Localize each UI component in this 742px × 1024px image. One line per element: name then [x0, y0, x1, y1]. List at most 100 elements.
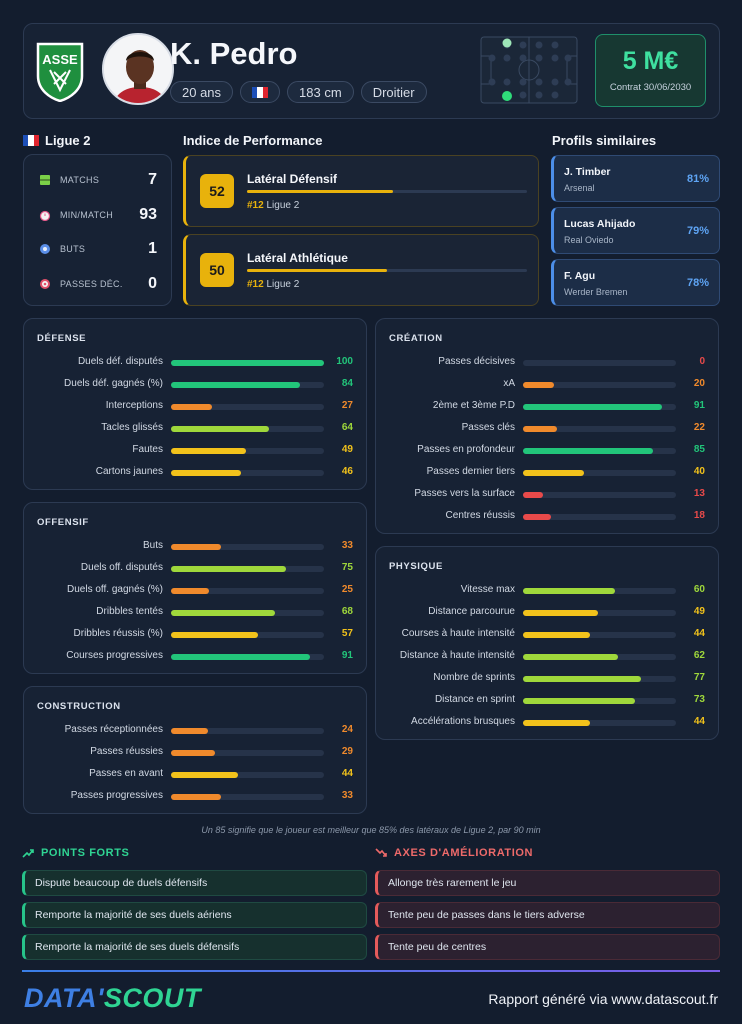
- metric-value: 25: [341, 584, 353, 595]
- metric-label: Dribbles réussis (%): [73, 628, 163, 639]
- metric-bar: [523, 632, 676, 638]
- stat-row-assists: PASSES DÉC. 0: [38, 267, 157, 302]
- metric-bar-fill: [171, 470, 242, 476]
- metric-label: Interceptions: [105, 400, 163, 411]
- metric-bar-fill: [523, 448, 654, 454]
- stat-row-minutes: MIN/MATCH 93: [38, 198, 157, 233]
- metric-value: 91: [341, 650, 353, 661]
- metric-bar: [171, 728, 324, 734]
- performance-rank: #12 Ligue 2: [247, 279, 300, 290]
- metric-bar: [523, 382, 676, 388]
- metric-label: Nombre de sprints: [433, 672, 515, 683]
- metric-row: Dribbles tentés 68: [24, 601, 366, 623]
- similar-profile-card[interactable]: Lucas Ahijado Real Oviedo 79%: [551, 207, 720, 254]
- metric-bar: [171, 794, 324, 800]
- metric-row: Courses progressives 91: [24, 645, 366, 667]
- performance-role: Latéral Défensif: [247, 172, 338, 186]
- metric-bar-fill: [171, 750, 216, 756]
- metric-value: 91: [693, 400, 705, 411]
- france-flag-icon: [252, 86, 269, 98]
- metric-value: 44: [341, 768, 353, 779]
- trend-down-icon: [375, 848, 387, 857]
- metric-bar: [171, 448, 324, 454]
- metric-bar-fill: [523, 610, 598, 616]
- metric-value: 33: [341, 540, 353, 551]
- similar-profile-card[interactable]: J. Timber Arsenal 81%: [551, 155, 720, 202]
- metric-bar: [171, 772, 324, 778]
- metric-label: Passes réussies: [90, 746, 163, 757]
- performance-bar: [247, 269, 527, 272]
- foot-chip: Droitier: [360, 81, 427, 103]
- metric-value: 18: [693, 510, 705, 521]
- strength-item: Dispute beaucoup de duels défensifs: [22, 870, 367, 896]
- age-chip: 20 ans: [170, 81, 234, 103]
- metric-value: 24: [341, 724, 353, 735]
- strength-item: Remporte la majorité de ses duels aérien…: [22, 902, 367, 928]
- metric-bar: [171, 632, 324, 638]
- league-stats-card: MATCHS 7 MIN/MATCH 93 BUTS 1 PASSES DÉC.…: [23, 154, 172, 306]
- metric-bar-fill: [171, 360, 324, 366]
- group-title: PHYSIQUE: [389, 561, 443, 572]
- metric-value: 0: [699, 356, 705, 367]
- stat-row-matches: MATCHS 7: [38, 163, 157, 198]
- metric-row: Dribbles réussis (%) 57: [24, 623, 366, 645]
- metric-label: Buts: [142, 540, 163, 551]
- metric-bar: [523, 470, 676, 476]
- metric-value: 100: [336, 356, 353, 367]
- performance-rank: #12 Ligue 2: [247, 200, 300, 211]
- metric-label: Centres réussis: [445, 510, 515, 521]
- group-creation: CRÉATION Passes décisives 0 xA 20 2ème et 3è…: [375, 318, 719, 534]
- france-flag-icon: [23, 135, 39, 146]
- metric-label: Duels off. disputés: [80, 562, 163, 573]
- metric-row: Passes clés 22: [376, 417, 718, 439]
- report-link[interactable]: Rapport généré via www.datascout.fr: [488, 991, 718, 1007]
- metric-value: 29: [341, 746, 353, 757]
- metric-value: 27: [341, 400, 353, 411]
- metric-label: Duels déf. gagnés (%): [64, 378, 163, 389]
- metric-value: 33: [341, 790, 353, 801]
- metric-bar-fill: [171, 426, 269, 432]
- metric-bar-fill: [523, 404, 663, 410]
- metric-row: Centres réussis 18: [376, 505, 718, 527]
- metric-bar: [523, 676, 676, 682]
- metric-row: Buts 33: [24, 535, 366, 557]
- metric-row: Passes dernier tiers 40: [376, 461, 718, 483]
- trend-up-icon: [22, 849, 34, 858]
- metric-row: Duels déf. disputés 100: [24, 351, 366, 373]
- datascout-logo[interactable]: DATA'SCOUT: [24, 983, 201, 1013]
- group-title: DÉFENSE: [37, 333, 87, 344]
- metric-label: Tacles glissés: [101, 422, 163, 433]
- metric-row: Passes vers la surface 13: [376, 483, 718, 505]
- metric-row: Passes en avant 44: [24, 763, 366, 785]
- metric-label: Passes clés: [461, 422, 515, 433]
- group-physique: PHYSIQUE Vitesse max 60 Distance parcourue…: [375, 546, 719, 740]
- metric-value: 73: [693, 694, 705, 705]
- metric-label: xA: [503, 378, 515, 389]
- strengths-heading: POINTS FORTS: [22, 847, 129, 859]
- player-info-chips: 20 ans 183 cm Droitier: [170, 81, 427, 103]
- metric-bar-fill: [171, 772, 239, 778]
- metric-bar: [171, 404, 324, 410]
- metric-label: Duels off. gagnés (%): [67, 584, 163, 595]
- metric-value: 13: [693, 488, 705, 499]
- metric-bar: [523, 610, 676, 616]
- metric-bar-fill: [171, 588, 210, 594]
- metric-label: Passes vers la surface: [414, 488, 515, 499]
- metric-value: 46: [341, 466, 353, 477]
- metric-row: Distance en sprint 73: [376, 689, 718, 711]
- group-title: CRÉATION: [389, 333, 443, 344]
- metric-row: Passes décisives 0: [376, 351, 718, 373]
- metric-row: Distance parcourue 49: [376, 601, 718, 623]
- similar-profile-card[interactable]: F. Agu Werder Bremen 78%: [551, 259, 720, 306]
- metric-bar: [171, 470, 324, 476]
- metric-bar: [171, 360, 324, 366]
- performance-card-athletic: 50 Latéral Athlétique #12 Ligue 2: [183, 234, 539, 306]
- metric-label: Cartons jaunes: [95, 466, 163, 477]
- league-name: Ligue 2: [45, 133, 91, 148]
- metric-row: 2ème et 3ème P.D 91: [376, 395, 718, 417]
- weaknesses-heading: AXES D'AMÉLIORATION: [375, 847, 533, 859]
- metric-row: Distance à haute intensité 62: [376, 645, 718, 667]
- metric-value: 84: [341, 378, 353, 389]
- metric-bar-fill: [171, 404, 213, 410]
- metric-bar: [523, 698, 676, 704]
